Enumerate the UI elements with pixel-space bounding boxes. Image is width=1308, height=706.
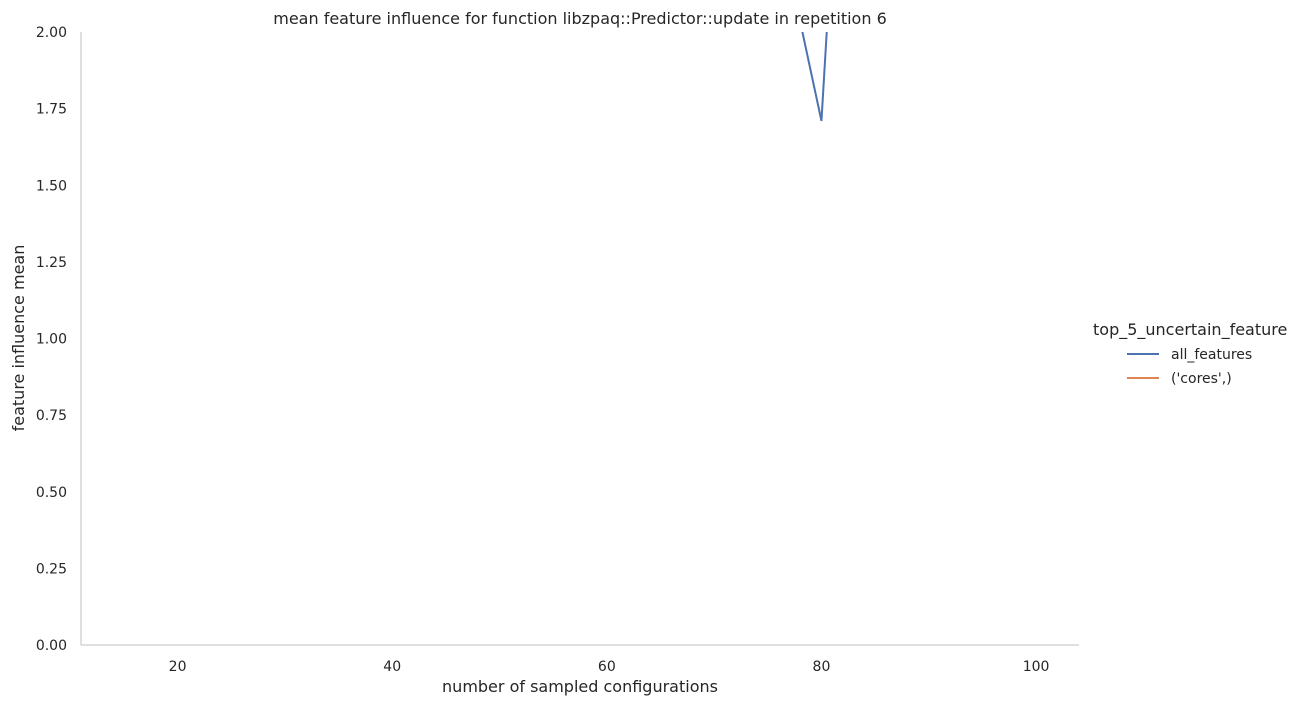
legend-label: ('cores',) xyxy=(1171,371,1232,387)
y-tick-label: 0.00 xyxy=(36,638,67,654)
y-tick-label: 0.50 xyxy=(36,485,67,501)
y-tick-label: 2.00 xyxy=(36,25,67,41)
y-tick-label: 0.25 xyxy=(36,561,67,577)
x-axis-title: number of sampled configurations xyxy=(442,677,718,696)
y-tick-labels: 0.00 0.25 0.50 0.75 1.00 1.25 1.50 1.75 2.00 xyxy=(36,25,67,654)
x-tick-label: 60 xyxy=(598,659,616,675)
series-layer xyxy=(801,32,828,122)
chart-title: mean feature influence for function libz… xyxy=(273,9,887,28)
y-tick-label: 0.75 xyxy=(36,408,67,424)
y-tick-label: 1.75 xyxy=(36,102,67,118)
legend: top_5_uncertain_feature all_features ('co… xyxy=(1093,320,1287,387)
x-tick-labels: 20 40 60 80 100 xyxy=(169,659,1050,675)
y-tick-label: 1.50 xyxy=(36,178,67,194)
x-tick-label: 40 xyxy=(383,659,401,675)
legend-label: all_features xyxy=(1171,347,1252,363)
x-tick-label: 100 xyxy=(1023,659,1050,675)
y-tick-label: 1.25 xyxy=(36,255,67,271)
legend-title: top_5_uncertain_feature xyxy=(1093,320,1287,340)
x-tick-label: 80 xyxy=(813,659,831,675)
y-axis-title: feature influence mean xyxy=(9,245,28,432)
x-tick-label: 20 xyxy=(169,659,187,675)
y-tick-label: 1.00 xyxy=(36,332,67,348)
series-line-all-features xyxy=(801,32,828,122)
